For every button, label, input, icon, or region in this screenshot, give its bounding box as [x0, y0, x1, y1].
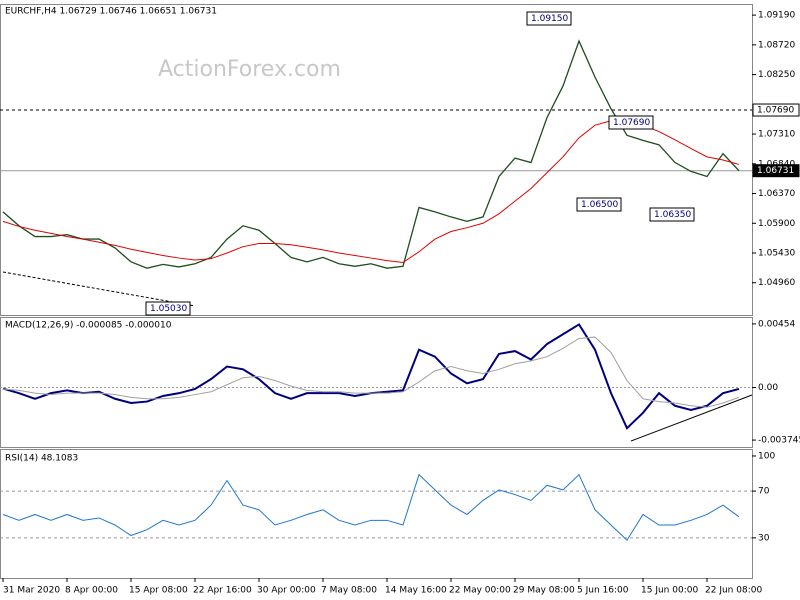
- price-panel-frame: [0, 4, 753, 316]
- x-tick-label: 15 Apr 08:00: [129, 586, 188, 596]
- annotation-box: [576, 197, 622, 212]
- series-line: [2, 473, 740, 541]
- x-tick-label: 8 Apr 00:00: [65, 586, 118, 596]
- price-level-box: [752, 164, 800, 178]
- y-tick-label: 1.04960: [758, 278, 795, 288]
- x-tick-label: 29 May 08:00: [513, 586, 575, 596]
- rsi-title: RSI(14) 48.1083: [5, 454, 78, 464]
- price-level-label: 1.06731: [757, 166, 794, 176]
- x-tick-label: 30 Apr 00:00: [257, 586, 316, 596]
- price-level-label: 1.07690: [757, 106, 794, 116]
- annotation: 1.07690: [613, 118, 650, 128]
- macd-title: MACD(12,26,9) -0.000085 -0.000010: [5, 321, 172, 331]
- chart-title: EURCHF,H4 1.06729 1.06746 1.06651 1.0673…: [5, 7, 217, 17]
- x-tick-label: 22 Apr 16:00: [193, 586, 252, 596]
- annotation-box: [608, 115, 654, 130]
- x-tick-label: 22 Jun 08:00: [705, 586, 762, 596]
- y-tick-label: 1.07310: [758, 130, 795, 140]
- x-tick-label: 14 May 16:00: [385, 586, 447, 596]
- y-tick-label: 1.05430: [758, 249, 795, 259]
- annotation: 1.05030: [150, 304, 187, 314]
- y-tick-label: 0.00: [758, 383, 778, 393]
- watermark: ActionForex.com: [158, 57, 341, 82]
- macd-trendline: [630, 394, 753, 442]
- y-tick-label: 0.00454: [758, 319, 795, 329]
- rsi-panel-frame: [0, 449, 753, 579]
- support-trendline: [2, 271, 196, 307]
- x-tick-label: 31 Mar 2020: [3, 586, 60, 596]
- y-tick-label: 1.08720: [758, 40, 795, 50]
- annotation-box: [145, 301, 191, 316]
- series-line: [2, 336, 740, 408]
- x-tick-label: 22 May 00:00: [449, 586, 511, 596]
- x-tick-label: 7 May 08:00: [321, 586, 377, 596]
- y-tick-label: 30: [758, 533, 770, 543]
- annotation: 1.06500: [581, 200, 618, 210]
- x-tick-label: 5 Jun 16:00: [577, 586, 629, 596]
- y-tick-label: 1.05900: [758, 219, 795, 229]
- y-tick-label: 1.08250: [758, 70, 795, 80]
- annotation-box: [649, 207, 695, 222]
- annotation: 1.09150: [531, 14, 568, 24]
- y-tick-label: 1.09190: [758, 11, 795, 21]
- y-tick-label: 100: [758, 451, 775, 461]
- y-tick-label: 70: [758, 487, 770, 497]
- y-tick-label: 1.06370: [758, 189, 795, 199]
- price-level-box: [752, 103, 800, 117]
- macd-panel-frame: [0, 317, 753, 448]
- y-tick-label: -0.003745: [758, 436, 800, 446]
- annotation: 1.06350: [654, 210, 691, 220]
- annotation-box: [526, 11, 572, 26]
- x-tick-label: 15 Jun 00:00: [641, 586, 698, 596]
